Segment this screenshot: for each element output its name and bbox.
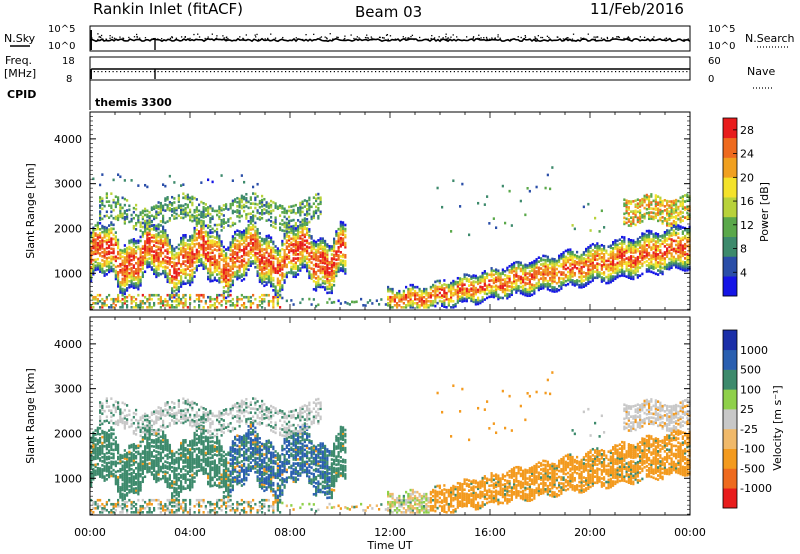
nsearch-trace [91,33,689,41]
velocity-scatter [90,371,691,514]
power-scatter [90,166,691,309]
velocity-colorbar-tick: -25 [740,423,758,436]
freq-unit: [MHz] [4,67,36,80]
nave-label: Nave [747,65,775,78]
nsearch-tick-bottom: 10^0 [708,41,735,52]
y-tick-label: 1000 [54,267,82,280]
velocity-colorbar-tick: 100 [740,383,761,396]
power-colorbar-tick: 28 [740,124,754,137]
velocity-colorbar-label: Velocity [m s⁻¹] [771,385,784,470]
x-tick-label: 00:00 [674,526,706,539]
colorbar-swatch [723,236,737,257]
freq-label: Freq. [5,54,32,67]
time-x-axis: 00:00 04:00 08:00 12:00 16:00 20:00 00:00 [74,112,706,539]
x-tick-label: 08:00 [274,526,306,539]
y-tick-label: 4000 [54,338,82,351]
power-panel: 4000 3000 2000 1000 [54,111,691,311]
colorbar-swatch [723,448,737,469]
colorbar-swatch [723,468,737,489]
beam-title: Beam 03 [355,3,422,21]
colorbar-swatch [723,177,737,198]
nave-tick-top: 60 [708,56,721,67]
y-tick-label: 3000 [54,178,82,191]
colorbar-swatch [723,216,737,237]
y-tick-label: 2000 [54,222,82,235]
x-tick-label: 04:00 [174,526,206,539]
x-tick-label: 12:00 [374,526,406,539]
y-tick-label: 2000 [54,427,82,440]
freq-tick-top: 18 [62,56,75,67]
colorbar-swatch [723,157,737,178]
nsearch-tick-top: 10^5 [708,24,735,35]
power-ylabel: Slant Range [km] [24,163,37,259]
nsky-tick-top: 10^5 [48,24,75,35]
velocity-colorbar-tick: -500 [740,462,765,475]
colorbar-swatch [723,428,737,449]
nsky-tick-bottom: 10^0 [48,41,75,52]
cpid-label: CPID [7,88,36,101]
power-colorbar-tick: 12 [740,219,754,232]
freq-panel [89,56,691,81]
power-colorbar-tick: 8 [740,243,747,256]
cpid-text: themis 3300 [95,96,172,109]
colorbar-swatch [723,256,737,277]
velocity-colorbar-tick: 500 [740,364,761,377]
y-tick-label: 4000 [54,133,82,146]
colorbar-swatch [723,137,737,158]
nsearch-label: N.Search [745,32,795,45]
velocity-colorbar-tick: 25 [740,403,754,416]
y-tick-label: 3000 [54,383,82,396]
colorbar-swatch [723,197,737,218]
power-colorbar-tick: 20 [740,171,754,184]
nsky-label: N.Sky [4,32,36,45]
colorbar-swatch [723,369,737,390]
y-tick-label: 1000 [54,472,82,485]
power-colorbar-tick: 16 [740,195,754,208]
date-title: 11/Feb/2016 [590,0,684,18]
velocity-y-axis: 4000 3000 2000 1000 [54,321,690,515]
colorbar-swatch [723,276,737,297]
velocity-panel: 4000 3000 2000 1000 00:00 04:00 08:00 12:00 16:… [54,112,706,539]
velocity-ylabel: Slant Range [km] [24,368,37,464]
nsky-panel [89,25,691,52]
station-title: Rankin Inlet (fitACF) [93,0,243,18]
freq-tick-bottom: 8 [66,74,72,85]
velocity-colorbar: 1000 500 100 25 -25 -100 -500 -1000 [722,329,772,509]
freq-trace [90,68,690,79]
colorbar-swatch [723,409,737,430]
power-colorbar: 28 24 20 16 12 8 4 [722,117,754,297]
power-colorbar-tick: 24 [740,148,754,161]
nave-trace [90,71,688,73]
x-axis-label: Time UT [366,539,412,552]
velocity-colorbar-tick: -100 [740,443,765,456]
nsky-trace [89,30,691,50]
nave-tick-bottom: 0 [708,74,714,85]
x-tick-label: 20:00 [574,526,606,539]
colorbar-swatch [723,330,737,351]
velocity-colorbar-tick: 1000 [740,344,768,357]
colorbar-swatch [723,118,737,139]
colorbar-swatch [723,349,737,370]
velocity-colorbar-tick: -1000 [740,482,772,495]
colorbar-swatch [723,488,737,509]
x-tick-label: 16:00 [474,526,506,539]
power-colorbar-tick: 4 [740,266,747,279]
power-y-axis: 4000 3000 2000 1000 [54,116,690,310]
colorbar-swatch [723,389,737,410]
x-tick-label: 00:00 [74,526,106,539]
power-colorbar-label: Power [dB] [758,182,771,242]
